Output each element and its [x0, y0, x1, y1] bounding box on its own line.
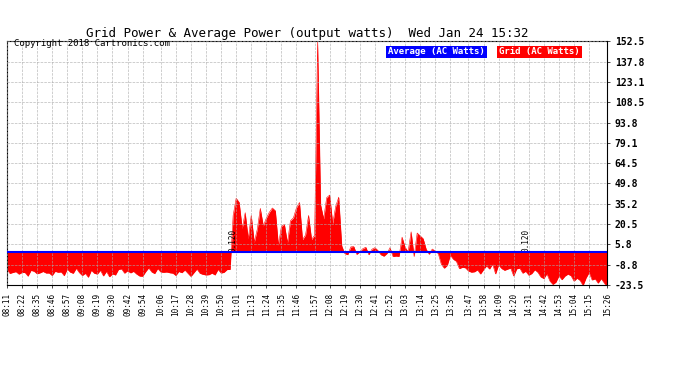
Text: 0.120: 0.120 — [521, 229, 530, 252]
Text: Average (AC Watts): Average (AC Watts) — [388, 47, 485, 56]
Title: Grid Power & Average Power (output watts)  Wed Jan 24 15:32: Grid Power & Average Power (output watts… — [86, 27, 529, 40]
Text: Copyright 2018 Cartronics.com: Copyright 2018 Cartronics.com — [14, 39, 170, 48]
Text: Grid (AC Watts): Grid (AC Watts) — [499, 47, 580, 56]
Text: 0.120: 0.120 — [228, 229, 237, 252]
